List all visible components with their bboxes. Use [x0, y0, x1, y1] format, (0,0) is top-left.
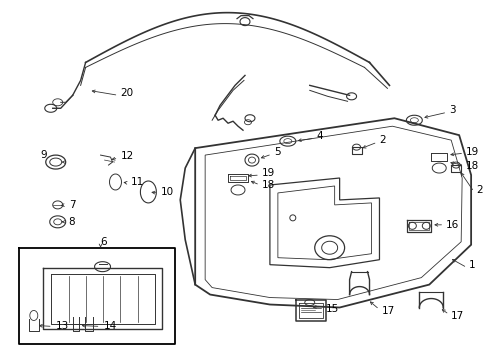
Text: 2: 2 — [379, 135, 386, 145]
Text: 18: 18 — [262, 180, 275, 190]
Text: 2: 2 — [475, 185, 482, 195]
Text: 7: 7 — [68, 200, 75, 210]
Text: 14: 14 — [103, 321, 117, 332]
Text: 11: 11 — [130, 177, 143, 187]
Text: 10: 10 — [160, 187, 173, 197]
Text: 3: 3 — [448, 105, 455, 115]
Text: 1: 1 — [468, 260, 475, 270]
Text: 17: 17 — [450, 311, 464, 321]
Text: 18: 18 — [465, 161, 478, 171]
Text: 20: 20 — [120, 88, 133, 98]
Text: 12: 12 — [120, 151, 133, 161]
Text: 4: 4 — [316, 131, 323, 141]
Text: 19: 19 — [465, 147, 478, 157]
Text: 15: 15 — [325, 305, 338, 315]
Text: 5: 5 — [273, 147, 280, 157]
Text: 8: 8 — [68, 217, 75, 227]
Text: 16: 16 — [446, 220, 459, 230]
Text: 13: 13 — [56, 321, 69, 332]
Text: 19: 19 — [262, 168, 275, 178]
Text: 17: 17 — [381, 306, 394, 316]
Text: 9: 9 — [41, 150, 47, 160]
Text: 6: 6 — [101, 237, 107, 247]
